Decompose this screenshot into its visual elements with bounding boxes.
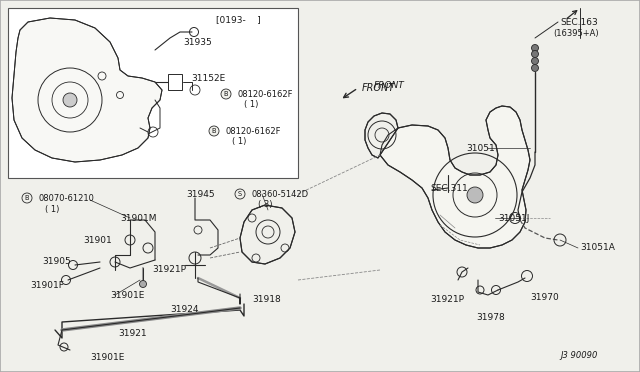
Text: 31901E: 31901E [110, 291, 145, 299]
Text: B: B [25, 195, 29, 201]
Text: 31051A: 31051A [580, 244, 615, 253]
Circle shape [531, 51, 538, 58]
Text: 31921P: 31921P [430, 295, 464, 305]
Circle shape [221, 89, 231, 99]
Polygon shape [240, 205, 295, 264]
Text: B: B [224, 91, 228, 97]
Text: 31901F: 31901F [30, 280, 64, 289]
Text: 08070-61210: 08070-61210 [38, 193, 94, 202]
Circle shape [140, 280, 147, 288]
Text: 08360-5142D: 08360-5142D [251, 189, 308, 199]
Text: 31152E: 31152E [191, 74, 225, 83]
Circle shape [531, 45, 538, 51]
Text: S: S [238, 191, 242, 197]
Text: 31945: 31945 [186, 189, 214, 199]
Text: B: B [212, 128, 216, 134]
Circle shape [235, 189, 245, 199]
Circle shape [22, 193, 32, 203]
Text: 31901: 31901 [83, 235, 112, 244]
Text: 31935: 31935 [183, 38, 212, 46]
Text: FRONT: FRONT [362, 83, 396, 93]
Text: (16395+A): (16395+A) [553, 29, 598, 38]
Text: 31905: 31905 [42, 257, 71, 266]
Text: 31918: 31918 [252, 295, 281, 305]
Text: 31901E: 31901E [90, 353, 124, 362]
Circle shape [209, 126, 219, 136]
Text: SEC.163: SEC.163 [560, 17, 598, 26]
Text: [0193-    ]: [0193- ] [216, 16, 260, 25]
Text: ( 3): ( 3) [258, 199, 273, 208]
Circle shape [63, 93, 77, 107]
Bar [8, 8, 298, 178]
Text: 31051J: 31051J [498, 214, 529, 222]
Text: 31970: 31970 [530, 294, 559, 302]
Text: 31901M: 31901M [120, 214, 157, 222]
Bar [168, 74, 182, 90]
Text: ( 1): ( 1) [45, 205, 60, 214]
Text: ( 1): ( 1) [244, 99, 259, 109]
Text: 31051: 31051 [466, 144, 495, 153]
Circle shape [531, 58, 538, 64]
Text: FRONT: FRONT [374, 80, 404, 90]
Polygon shape [365, 113, 398, 158]
Text: J3 90090: J3 90090 [560, 350, 597, 359]
Polygon shape [12, 18, 162, 162]
Text: 08120-6162F: 08120-6162F [237, 90, 292, 99]
Text: 31921P: 31921P [152, 266, 186, 275]
Text: ( 1): ( 1) [232, 137, 246, 145]
Text: 08120-6162F: 08120-6162F [225, 126, 280, 135]
Text: 31978: 31978 [476, 314, 505, 323]
Circle shape [531, 64, 538, 71]
Text: 31921: 31921 [118, 328, 147, 337]
Text: 31924: 31924 [170, 305, 198, 314]
Text: SEC.311: SEC.311 [430, 183, 468, 192]
Polygon shape [380, 106, 530, 248]
Circle shape [467, 187, 483, 203]
